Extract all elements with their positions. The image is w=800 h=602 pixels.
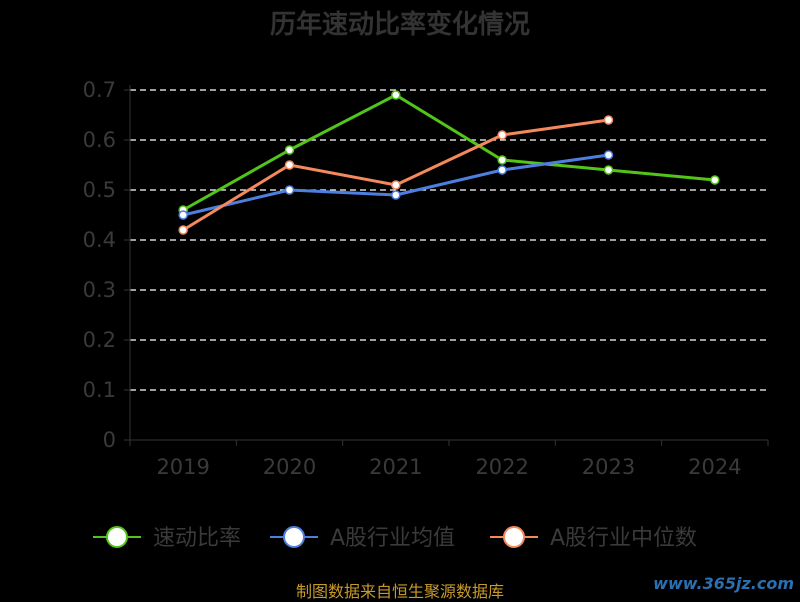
series-line (182, 93, 715, 212)
data-point (710, 175, 720, 185)
data-point (284, 145, 295, 155)
series-lines (178, 90, 720, 235)
x-tick-label: 2021 (369, 455, 422, 479)
y-tick-label: 0.6 (83, 128, 116, 152)
data-point (497, 130, 507, 140)
y-tick-label: 0 (103, 428, 116, 452)
y-tick-label: 0.3 (83, 278, 116, 302)
x-tick-label: 2020 (263, 455, 316, 479)
y-tick-label: 0.7 (83, 78, 116, 102)
data-point (603, 115, 614, 125)
data-point (603, 150, 614, 160)
legend-marker (106, 526, 128, 548)
data-point (497, 155, 507, 165)
legend-marker (503, 526, 525, 548)
x-tick-label: 2019 (156, 455, 209, 479)
data-point (284, 185, 295, 195)
legend-marker (283, 526, 305, 548)
x-tick-label: 2023 (582, 455, 635, 479)
x-tick-label: 2022 (475, 455, 528, 479)
source-note: 制图数据来自恒生聚源数据库 (295, 582, 504, 601)
legend-label: A股行业均值 (330, 526, 455, 551)
y-tick-label: 0.5 (83, 178, 116, 202)
data-point (603, 165, 614, 175)
axes: 0 0.1 0.2 0.3 0.4 0.5 0.6 0.7 2019 2020 2021 2022 20… (83, 78, 769, 479)
data-point (178, 225, 188, 235)
data-point (391, 180, 401, 190)
y-tick-label: 0.2 (83, 328, 116, 352)
grid-lines (130, 89, 768, 391)
watermark-logo: www.365jz.com (653, 574, 794, 593)
data-point (391, 190, 401, 200)
y-tick-label: 0.1 (83, 378, 116, 402)
legend-label: A股行业中位数 (550, 526, 697, 551)
data-point (284, 160, 295, 170)
legend: 速动比率 A股行业均值 A股行业中位数 (93, 526, 697, 551)
data-point (178, 210, 188, 220)
legend-label: 速动比率 (153, 526, 241, 551)
data-point (391, 90, 401, 100)
x-tick-label: 2024 (688, 455, 741, 479)
data-point (497, 165, 507, 175)
y-tick-label: 0.4 (83, 228, 116, 252)
chart-title: 历年速动比率变化情况 (269, 10, 530, 40)
